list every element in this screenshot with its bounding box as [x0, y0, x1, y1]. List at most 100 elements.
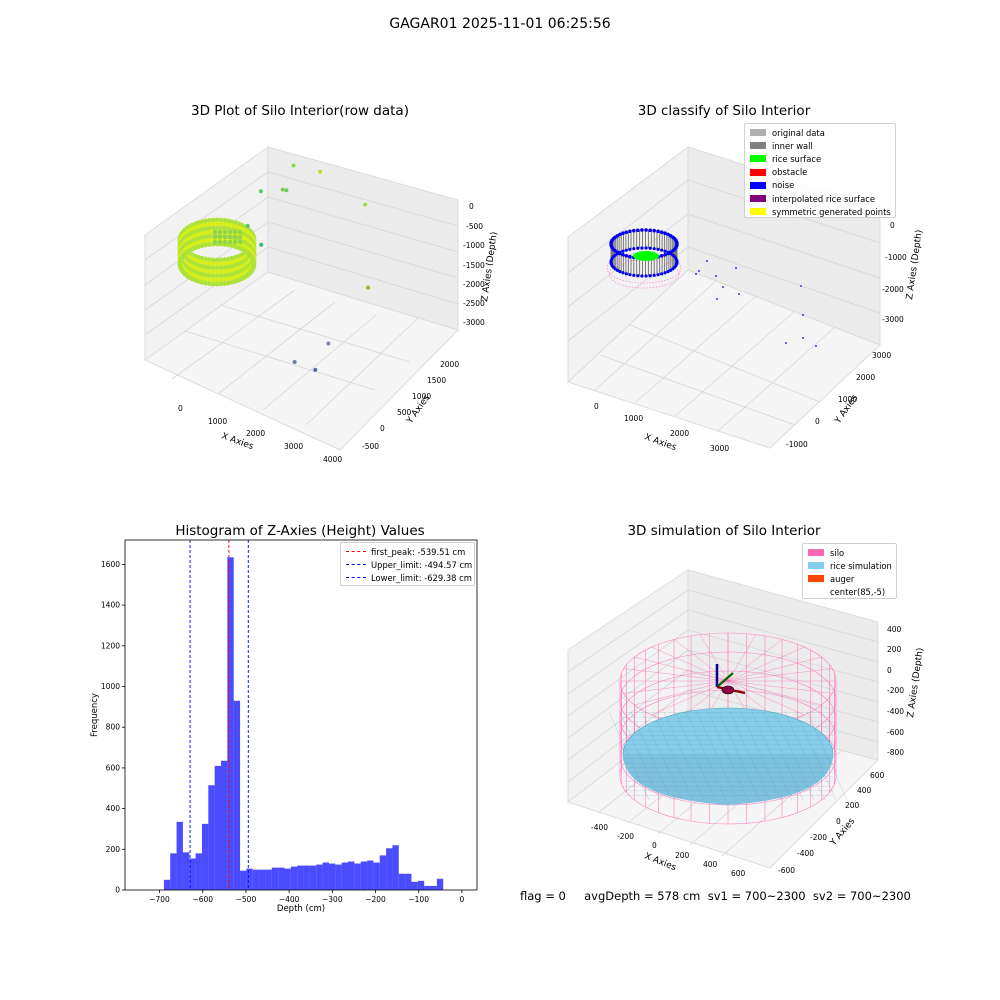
- raw-ring-point: [237, 234, 243, 240]
- classify-noise-point: [735, 267, 737, 269]
- raw-ring-point: [232, 234, 238, 240]
- classify-noise-point: [666, 232, 670, 237]
- histogram-bar: [208, 785, 215, 890]
- raw-ring-point: [199, 239, 205, 245]
- histogram-xtick-label: −500: [236, 895, 257, 904]
- histogram-xtick-label: −400: [279, 895, 300, 904]
- histogram-bar: [405, 873, 412, 890]
- histogram-bar: [367, 860, 374, 890]
- raw-outlier-point: [313, 367, 318, 372]
- sim-ytick: 600: [870, 771, 885, 780]
- simulation-legend-swatch: [808, 549, 824, 557]
- raw-ztick: -3000: [463, 318, 485, 327]
- histogram-bar: [221, 760, 228, 890]
- classify-legend-swatch: [750, 155, 766, 163]
- classify-noise-point: [644, 246, 648, 250]
- histogram-xtick-label: −300: [322, 895, 343, 904]
- raw-ring-point: [206, 222, 212, 227]
- classify-noise-point: [652, 247, 656, 251]
- auger-marker: [721, 685, 735, 695]
- histogram-ytick-label: 1400: [101, 601, 120, 610]
- raw-ring-point: [218, 265, 224, 271]
- raw-ytick: 2000: [440, 360, 459, 369]
- raw-ring-point: [229, 263, 235, 269]
- classify-noise-point: [738, 293, 740, 295]
- classify-noise-point: [640, 274, 644, 278]
- classify-ytick: -1000: [786, 440, 808, 449]
- silo-roof-line: [673, 639, 729, 682]
- histogram-bar: [386, 848, 393, 890]
- classify-ztick: -2000: [882, 285, 904, 294]
- raw-ring-point: [210, 261, 216, 267]
- raw-ring-point: [222, 265, 228, 270]
- sim-ztick: 0: [887, 666, 892, 675]
- classify-noise-point: [624, 230, 629, 234]
- rice-mesh-line: [751, 711, 793, 801]
- raw-ring-point: [222, 257, 228, 262]
- classify-noise-point: [659, 230, 664, 234]
- classify-legend-item: obstacle: [745, 166, 895, 179]
- classify-xtick: 3000: [710, 444, 729, 453]
- sim-ytick: -200: [810, 833, 827, 842]
- raw-ring-point: [206, 273, 212, 278]
- raw-outlier-point: [318, 169, 323, 174]
- raw-ring-point: [227, 239, 233, 245]
- raw-ring-point: [218, 221, 224, 227]
- status-line: flag = 0 avgDepth = 578 cm sv1 = 700~230…: [520, 889, 911, 903]
- classify-noise-point: [640, 228, 644, 232]
- raw-ring-point: [222, 277, 228, 282]
- sim-xtick: 200: [675, 851, 690, 860]
- classify-noise-point: [621, 231, 625, 236]
- sim-xtick: 600: [731, 869, 746, 878]
- histogram-legend-item: Lower_limit: -629.38 cm: [341, 571, 474, 584]
- raw-ring-point: [199, 231, 205, 237]
- classify-legend-label: original data: [772, 127, 825, 138]
- classify-noise-point: [663, 271, 667, 275]
- histogram-bar: [379, 855, 387, 890]
- histogram-bar: [322, 862, 329, 890]
- raw-ring-point: [206, 269, 212, 274]
- raw-ring-point: [222, 218, 228, 223]
- classify-noise-point: [632, 228, 636, 233]
- raw-ztick: 0: [469, 202, 474, 211]
- raw-ring-point: [217, 229, 223, 235]
- rice-mesh-line: [707, 711, 749, 801]
- classify-legend-label: inner wall: [772, 140, 813, 151]
- raw-ring-point: [199, 243, 205, 249]
- raw-outlier-point: [284, 188, 289, 193]
- classify-plot-ring: [606, 228, 682, 289]
- raw-ring-point: [203, 222, 208, 228]
- classify-noise-point: [618, 269, 622, 274]
- raw-ring-point: [218, 281, 224, 287]
- classify-noise-point: [716, 298, 718, 300]
- raw-ring-point: [226, 280, 231, 286]
- raw-ring-point: [214, 277, 220, 283]
- classify-noise-point: [666, 269, 670, 274]
- silo-roof-line: [634, 656, 729, 682]
- raw-ring-point: [227, 234, 233, 240]
- classify-noise-point: [715, 275, 717, 277]
- histogram-bar: [335, 864, 342, 890]
- raw-ring-point: [226, 256, 231, 262]
- raw-ring-point: [206, 234, 212, 239]
- histogram-legend-label: Lower_limit: -629.38 cm: [371, 572, 472, 583]
- raw-ring-point: [203, 264, 208, 270]
- raw-ring-point: [227, 229, 233, 235]
- raw-ring-point: [203, 276, 208, 282]
- raw-ring-point: [222, 234, 228, 240]
- classify-noise-point: [636, 228, 640, 233]
- histogram-bar: [201, 823, 209, 890]
- raw-ring-point: [222, 269, 228, 274]
- raw-ring-point: [203, 230, 208, 236]
- silo-roof-line: [623, 668, 729, 682]
- raw-ring-point: [210, 277, 216, 283]
- simulation-legend-label: silo: [830, 547, 845, 558]
- raw-ring-point: [210, 273, 216, 279]
- classify-ztick: 0: [890, 221, 895, 230]
- classify-legend-swatch: [750, 129, 766, 137]
- sim-ytick: 200: [845, 801, 860, 810]
- raw-ring-point: [218, 273, 224, 279]
- histogram-legend-item: Upper_limit: -494.57 cm: [341, 558, 474, 571]
- silo-roof-line: [651, 680, 729, 716]
